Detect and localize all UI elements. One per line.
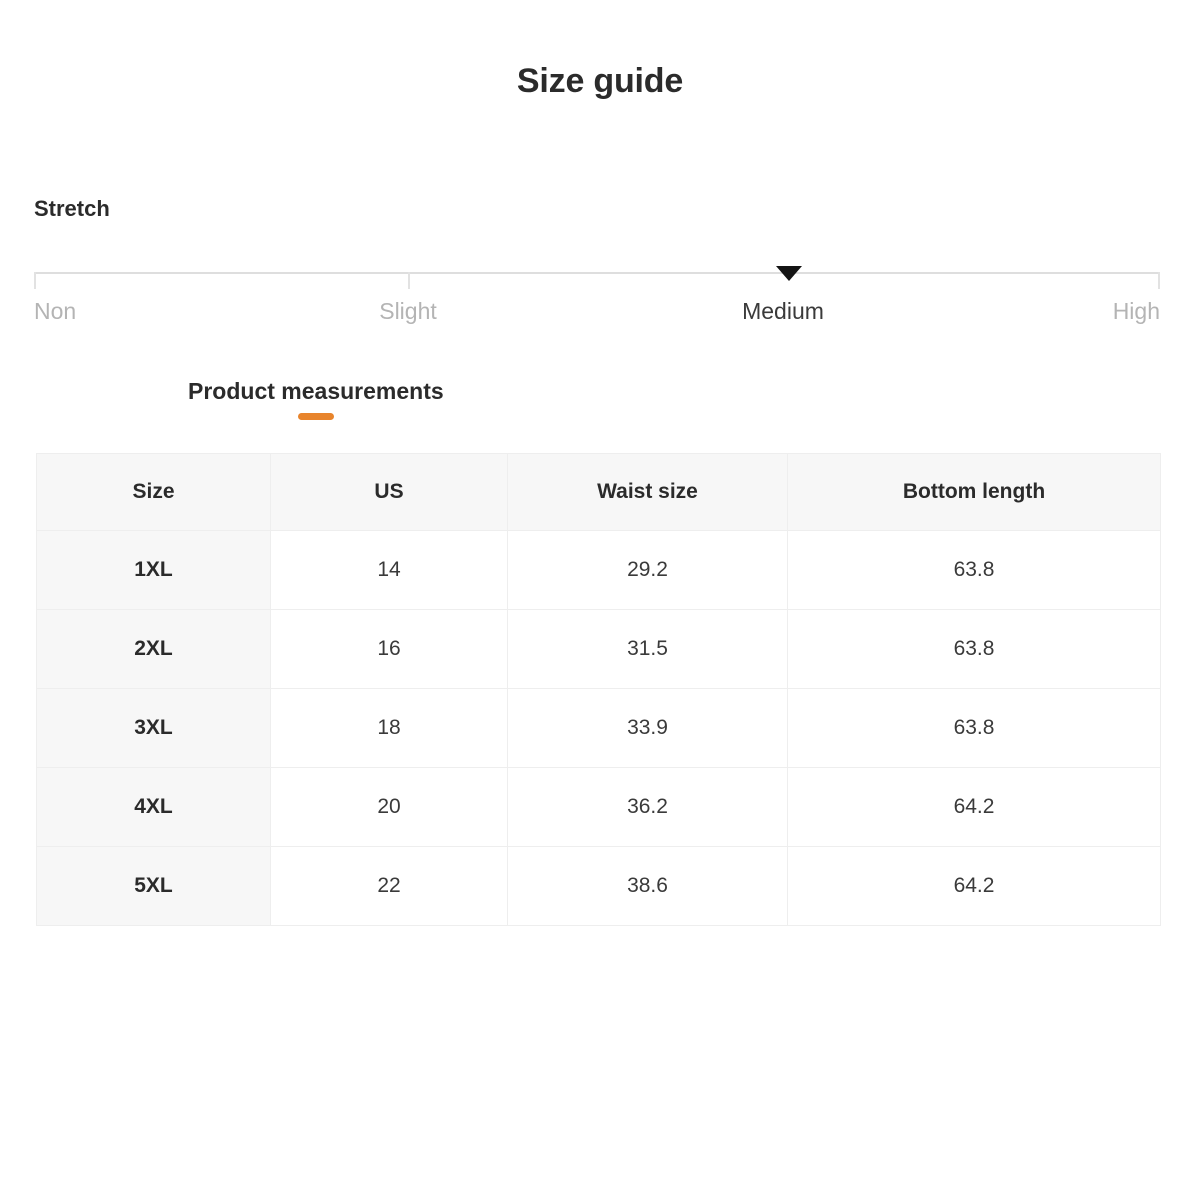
tab-product-measurements[interactable]: Product measurements (188, 378, 444, 421)
cell-waist: 33.9 (507, 688, 788, 768)
scale-label-slight[interactable]: Slight (379, 298, 437, 324)
size-measurements-table: Size US Waist size Bottom length 1XL 14 … (36, 453, 1161, 926)
cell-us: 20 (270, 767, 508, 847)
scale-label-high[interactable]: High (1112, 298, 1160, 324)
measurement-tabs: Product measurements (188, 378, 444, 421)
cell-us: 14 (270, 530, 508, 610)
cell-size: 3XL (36, 688, 271, 768)
table-header-row: Size US Waist size Bottom length (36, 453, 1161, 531)
scale-tick-non (34, 272, 36, 289)
scale-label-medium[interactable]: Medium (742, 298, 824, 324)
table-row: 5XL 22 38.6 64.2 (36, 846, 1161, 926)
cell-size: 2XL (36, 609, 271, 689)
cell-us: 18 (270, 688, 508, 768)
stretch-scale[interactable]: Non Slight Medium High (34, 258, 1160, 330)
scale-tick-high (1158, 272, 1160, 289)
table-row: 2XL 16 31.5 63.8 (36, 609, 1161, 689)
scale-tick-slight (408, 272, 410, 289)
stretch-section: Stretch Non Slight Medium High (34, 198, 1160, 330)
column-header-size: Size (36, 453, 271, 531)
stretch-label: Stretch (34, 196, 110, 221)
cell-waist: 31.5 (507, 609, 788, 689)
cell-bottom: 64.2 (787, 846, 1161, 926)
table-row: 1XL 14 29.2 63.8 (36, 530, 1161, 610)
column-header-waist: Waist size (507, 453, 788, 531)
tab-product-measurements-label: Product measurements (188, 378, 444, 404)
scale-label-row: Non Slight Medium High (34, 298, 1160, 330)
table-row: 3XL 18 33.9 63.8 (36, 688, 1161, 768)
cell-waist: 36.2 (507, 767, 788, 847)
scale-label-non[interactable]: Non (34, 298, 77, 324)
cell-size: 1XL (36, 530, 271, 610)
cell-waist: 38.6 (507, 846, 788, 926)
cell-bottom: 64.2 (787, 767, 1161, 847)
column-header-bottom: Bottom length (787, 453, 1161, 531)
cell-bottom: 63.8 (787, 688, 1161, 768)
cell-waist: 29.2 (507, 530, 788, 610)
cell-size: 4XL (36, 767, 271, 847)
cell-us: 16 (270, 609, 508, 689)
scale-line (34, 272, 1160, 274)
cell-bottom: 63.8 (787, 530, 1161, 610)
stretch-marker-triangle-icon (776, 266, 802, 281)
cell-us: 22 (270, 846, 508, 926)
column-header-us: US (270, 453, 508, 531)
cell-size: 5XL (36, 846, 271, 926)
tab-active-indicator (297, 413, 334, 421)
page-title: Size guide (516, 62, 684, 100)
table-row: 4XL 20 36.2 64.2 (36, 767, 1161, 847)
cell-bottom: 63.8 (787, 609, 1161, 689)
